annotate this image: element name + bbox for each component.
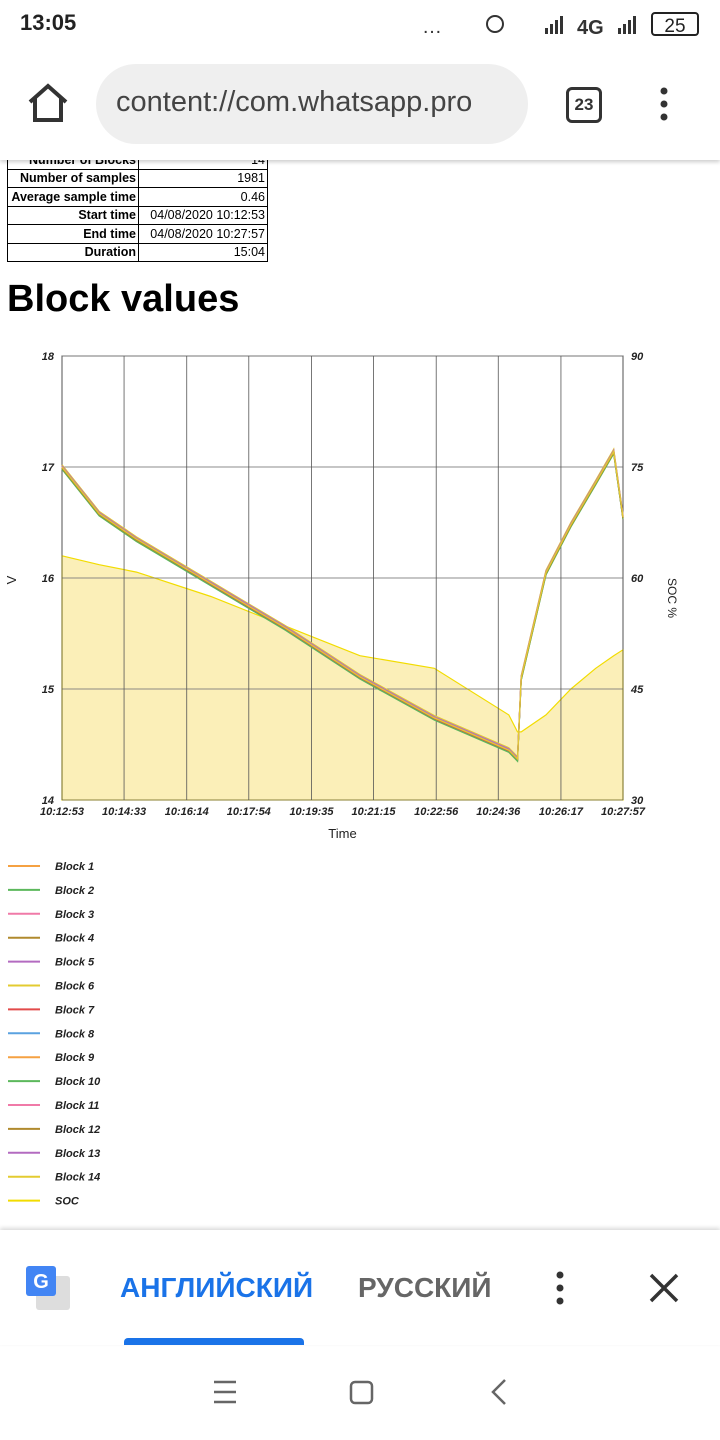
x-tick-label: 10:17:54 <box>227 806 271 818</box>
selected-indicator <box>124 1338 304 1345</box>
y2-axis-label: SOC % <box>665 578 679 618</box>
cell-label: Number of samples <box>7 168 139 188</box>
chart: 14 15 16 17 18 30 45 60 75 90 10:12:53 10:14:33 10:1… <box>4 351 679 1208</box>
cell-value: 15:04 <box>138 242 268 262</box>
cell-label: Duration <box>7 242 139 262</box>
y-axis-label: V <box>4 575 19 584</box>
target-language[interactable]: РУССКИЙ <box>358 1272 492 1303</box>
legend-label: Block 4 <box>55 933 94 945</box>
x-tick-label: 10:19:35 <box>289 806 334 818</box>
y-tick-label: 15 <box>42 684 55 696</box>
x-tick-label: 10:21:15 <box>352 806 397 818</box>
legend-label: Block 14 <box>55 1172 100 1184</box>
table-row: End time 04/08/2020 10:27:57 <box>7 224 268 244</box>
home-button[interactable] <box>26 82 70 126</box>
source-language[interactable]: АНГЛИЙСКИЙ <box>120 1272 314 1303</box>
x-tick-label: 10:26:17 <box>539 806 584 818</box>
clock: 13:05 <box>20 10 77 35</box>
menu-button[interactable] <box>654 86 674 122</box>
x-tick-label: 10:27:57 <box>601 806 646 818</box>
x-tick-label: 10:12:53 <box>40 806 84 818</box>
cell-label: Start time <box>7 205 139 225</box>
heading: Block values <box>7 278 240 320</box>
y2-tick-label: 75 <box>631 462 644 474</box>
y-tick-label: 14 <box>42 795 54 807</box>
legend-label: Block 13 <box>55 1148 100 1160</box>
legend-label: Block 8 <box>55 1028 95 1040</box>
y2-tick-label: 90 <box>631 351 644 363</box>
y2-tick-label: 30 <box>631 795 644 807</box>
battery: 25 <box>664 16 685 37</box>
legend-label: Block 1 <box>55 861 94 873</box>
legend-label: Block 3 <box>55 909 94 921</box>
translate-menu[interactable] <box>550 1270 570 1306</box>
x-axis-label: Time <box>328 826 356 841</box>
url: content://com.whatsapp.pro <box>116 86 473 118</box>
legend-label: Block 7 <box>55 1004 95 1016</box>
x-tick-label: 10:16:14 <box>165 806 209 818</box>
cell-value: 04/08/2020 10:12:53 <box>138 205 268 225</box>
legend-label: Block 9 <box>55 1052 95 1064</box>
close-button[interactable] <box>648 1272 680 1304</box>
cell-value: 1981 <box>138 168 268 188</box>
y-tick-label: 18 <box>42 351 55 363</box>
translate-bar: G АНГЛИЙСКИЙ РУССКИЙ <box>0 1230 720 1345</box>
tab-count[interactable]: 23 <box>566 87 602 123</box>
legend-label: Block 12 <box>55 1124 100 1136</box>
cell-value: 0.46 <box>138 187 268 207</box>
table-row: Average sample time 0.46 <box>7 187 268 207</box>
summary-table: Number of Blocks14Number of samples1981A… <box>7 150 268 262</box>
svg-text:…: … <box>422 16 442 38</box>
y2-tick-label: 60 <box>631 573 644 585</box>
network: 4G <box>577 17 604 39</box>
svg-text:G: G <box>33 1271 49 1293</box>
url-bar[interactable]: content://com.whatsapp.pro <box>96 64 528 144</box>
translate-icon[interactable]: G <box>24 1264 72 1312</box>
legend-label: Block 11 <box>55 1100 99 1112</box>
x-tick-label: 10:22:56 <box>414 806 459 818</box>
y-tick-label: 16 <box>42 573 55 585</box>
legend-label: SOC <box>55 1196 80 1208</box>
table-row: Number of samples 1981 <box>7 168 268 188</box>
x-tick-label: 10:24:36 <box>476 806 521 818</box>
cell-label: Average sample time <box>7 187 139 207</box>
legend-label: Block 2 <box>55 885 94 897</box>
legend-label: Block 5 <box>55 957 95 969</box>
nav-bar <box>214 1379 506 1405</box>
browser-chrome: 13:05 … 4G 25 content://com.whatsapp.pro… <box>0 0 720 160</box>
table-row: Duration 15:04 <box>7 242 268 262</box>
y2-tick-label: 45 <box>630 684 644 696</box>
legend-label: Block 6 <box>55 981 95 993</box>
cell-value: 04/08/2020 10:27:57 <box>138 224 268 244</box>
x-tick-label: 10:14:33 <box>102 806 146 818</box>
legend-label: Block 10 <box>55 1076 101 1088</box>
status-icons: … 4G 25 <box>422 12 699 39</box>
cell-label: End time <box>7 224 139 244</box>
block-line <box>61 449 624 761</box>
table-row: Start time 04/08/2020 10:12:53 <box>7 205 268 225</box>
y-tick-label: 17 <box>42 462 55 474</box>
